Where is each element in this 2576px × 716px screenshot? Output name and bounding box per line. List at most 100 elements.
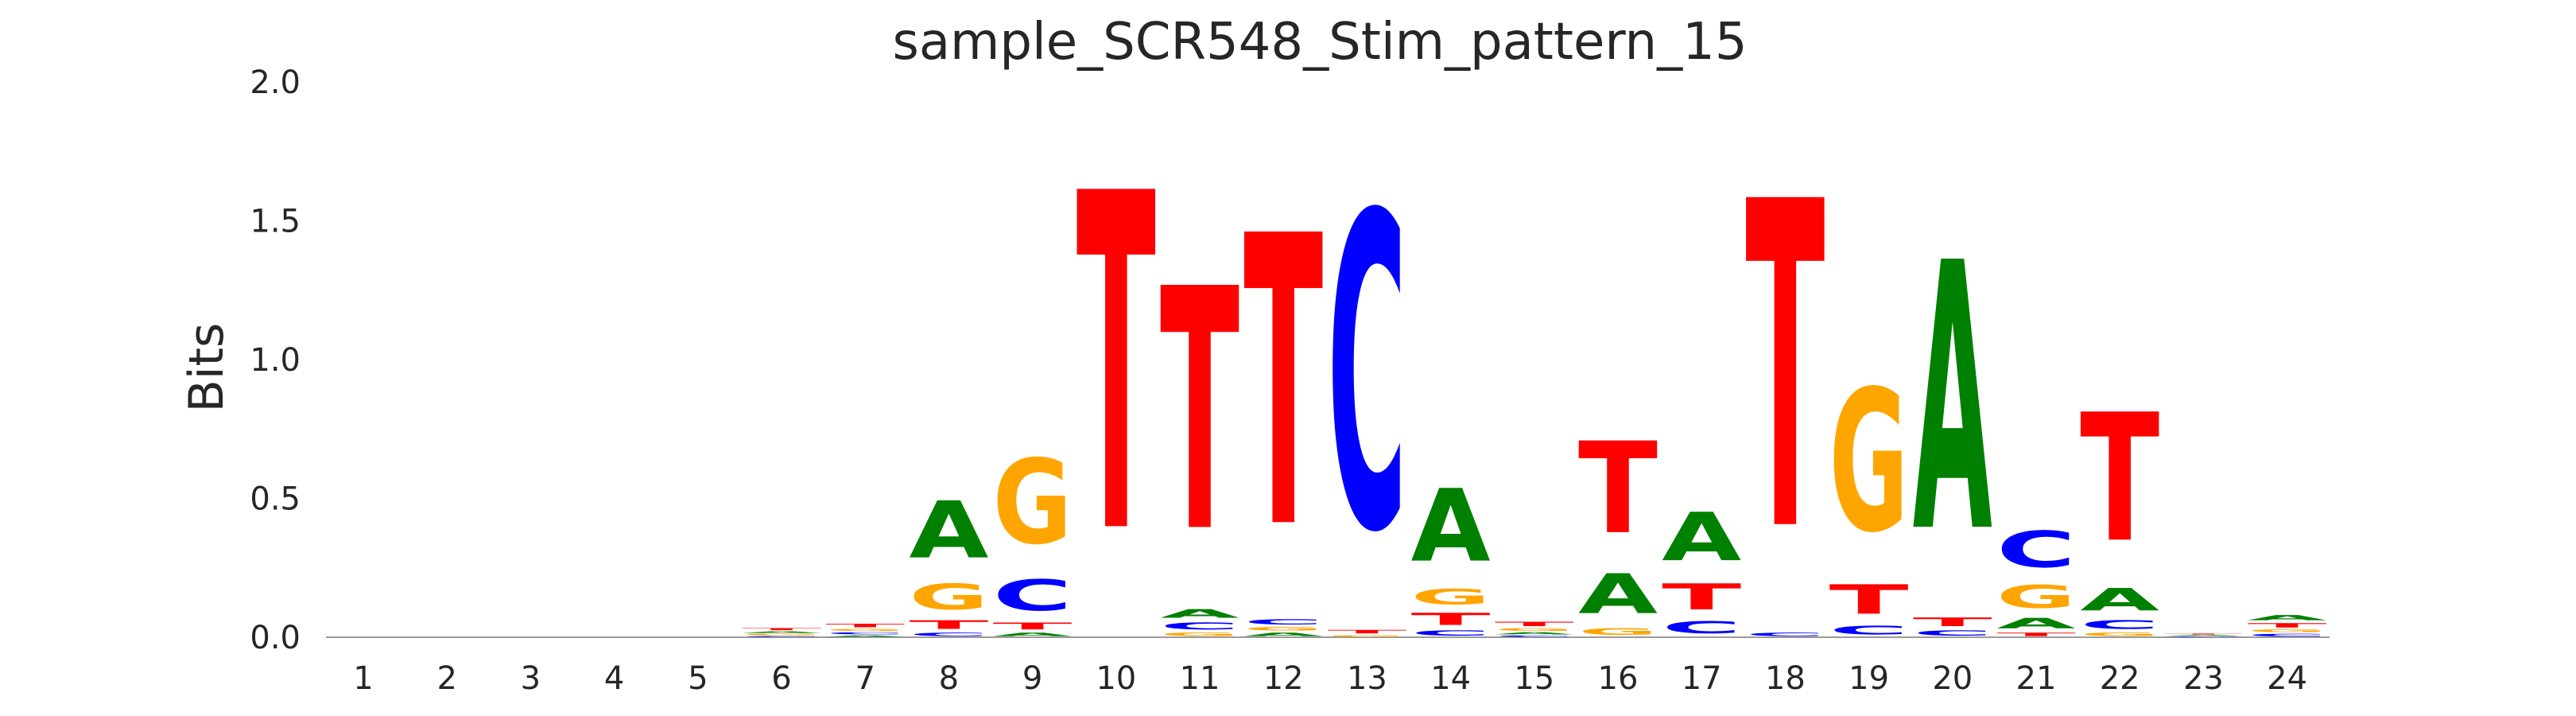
logo-letter-t: T bbox=[1411, 609, 1491, 628]
y-axis-label: Bits bbox=[179, 323, 235, 413]
logo-letter-a: A bbox=[1243, 632, 1323, 637]
x-tick-label: 23 bbox=[2183, 660, 2224, 697]
logo-letter-g: G bbox=[2248, 629, 2327, 633]
logo-letter-t: T bbox=[1913, 615, 1992, 628]
logo-letter-a: A bbox=[2080, 582, 2159, 617]
logo-letter-g: G bbox=[1996, 579, 2076, 615]
x-tick-label: 2 bbox=[436, 660, 456, 697]
x-tick-label: 13 bbox=[1347, 660, 1387, 697]
logo-letter-g: G bbox=[2080, 632, 2159, 637]
logo-letter-t: T bbox=[1327, 629, 1406, 635]
logo-letter-a: A bbox=[993, 632, 1073, 637]
logo-letter-c: C bbox=[2080, 618, 2159, 632]
logo-letter-c: C bbox=[1243, 618, 1323, 626]
logo-letter-t: T bbox=[1160, 219, 1240, 605]
logo-letter-t: T bbox=[2080, 377, 2159, 582]
logo-letter-c: C bbox=[1411, 629, 1491, 637]
x-tick-label: 20 bbox=[1932, 660, 1973, 697]
x-tick-label: 22 bbox=[2100, 660, 2140, 697]
logo-letter-g: G bbox=[909, 576, 988, 617]
logo-letter-c: C bbox=[2248, 633, 2327, 637]
x-tick-label: 6 bbox=[771, 660, 791, 697]
x-tick-label: 16 bbox=[1598, 660, 1639, 697]
x-tick-label: 1 bbox=[353, 660, 373, 697]
logo-letter-t: T bbox=[825, 623, 905, 628]
logo-letter-c: C bbox=[2163, 636, 2243, 637]
logo-letter-t: T bbox=[1662, 576, 1741, 617]
x-tick-label: 15 bbox=[1514, 660, 1554, 697]
x-tick-label: 19 bbox=[1849, 660, 1889, 697]
logo-letter-a: A bbox=[1662, 499, 1741, 577]
logo-letter-a: A bbox=[1913, 186, 1993, 614]
logo-letter-g: G bbox=[1829, 349, 1909, 576]
logo-letter-c: C bbox=[1495, 635, 1574, 637]
logo-letter-t: T bbox=[2248, 622, 2327, 629]
x-tick-label: 9 bbox=[1022, 660, 1042, 697]
logo-letter-t: T bbox=[1745, 109, 1825, 631]
logo-letter-a: A bbox=[825, 635, 905, 637]
logo-letter-a: A bbox=[2163, 635, 2243, 636]
x-tick-label: 18 bbox=[1765, 660, 1806, 697]
y-tick-label: 0.0 bbox=[250, 620, 301, 656]
logo-letter-c: C bbox=[993, 571, 1073, 621]
logo-letter-g: G bbox=[1578, 626, 1658, 637]
logo-letter-t: T bbox=[1829, 576, 1909, 623]
logo-letter-c: C bbox=[1662, 618, 1741, 637]
logo-letter-a: A bbox=[1996, 615, 2076, 632]
y-tick-label: 1.5 bbox=[250, 204, 301, 240]
logo-letter-g: G bbox=[993, 434, 1073, 570]
logo-letter-g: G bbox=[742, 633, 821, 636]
logo-letter-g: G bbox=[825, 628, 905, 632]
x-tick-label: 4 bbox=[604, 660, 624, 697]
chart-title: sample_SCR548_Stim_pattern_15 bbox=[892, 13, 1747, 72]
logo-letter-g: G bbox=[1411, 585, 1491, 609]
x-tick-label: 12 bbox=[1263, 660, 1304, 697]
logo-letter-g: G bbox=[1327, 635, 1406, 637]
y-tick-label: 1.0 bbox=[250, 342, 301, 379]
logo-letter-c: C bbox=[1327, 126, 1406, 628]
logo-letter-c: C bbox=[1745, 632, 1825, 637]
logo-letter-c: C bbox=[1913, 629, 1992, 637]
x-tick-label: 11 bbox=[1180, 660, 1220, 697]
logo-letter-g: G bbox=[1243, 626, 1323, 632]
x-tick-label: 14 bbox=[1430, 660, 1471, 697]
logo-letter-a: A bbox=[1160, 607, 1240, 621]
logo-letter-a: A bbox=[1411, 469, 1491, 585]
logo-letter-a: A bbox=[1495, 632, 1574, 635]
logo-letter-t: T bbox=[993, 621, 1073, 632]
logo-letter-a: A bbox=[2248, 613, 2327, 621]
logo-letter-c: C bbox=[1160, 621, 1240, 632]
logo-letter-a: A bbox=[909, 485, 988, 577]
logo-letter-c: C bbox=[909, 632, 988, 637]
logo-letter-g: G bbox=[1495, 628, 1574, 632]
logo-letter-t: T bbox=[909, 618, 988, 632]
logo-letter-t: T bbox=[1495, 621, 1574, 628]
logo-letter-t: T bbox=[1243, 153, 1324, 617]
logo-letter-c: C bbox=[1829, 624, 1909, 637]
x-axis-ticks: 1 2 3 4 5 6 7 8 9 10 11 12 13 14 15 16 17 18 19 20 21 22 23 24 bbox=[353, 660, 2307, 697]
x-tick-label: 21 bbox=[2016, 660, 2057, 697]
logo-letter-a: A bbox=[1578, 563, 1658, 627]
logo-letter-c: C bbox=[825, 632, 905, 635]
y-tick-label: 0.5 bbox=[250, 481, 301, 518]
logo-letter-t: T bbox=[2163, 633, 2243, 635]
logo-letter-c: C bbox=[742, 636, 821, 637]
x-tick-label: 17 bbox=[1682, 660, 1722, 697]
x-tick-label: 5 bbox=[688, 660, 708, 697]
logo-letter-t: T bbox=[1578, 416, 1658, 562]
logo-letter-g: G bbox=[1160, 632, 1240, 637]
x-tick-label: 8 bbox=[939, 660, 959, 697]
y-axis-ticks: 0.0 0.5 1.0 1.5 2.0 bbox=[250, 64, 301, 656]
logo-letter-t: T bbox=[1996, 632, 2076, 637]
logo-letter-t: T bbox=[1077, 97, 1157, 636]
x-tick-label: 3 bbox=[521, 660, 541, 697]
logo-letter-c: C bbox=[1996, 521, 2076, 579]
logo-letter-a: A bbox=[742, 631, 821, 633]
logo-letter-t: T bbox=[742, 628, 821, 631]
x-tick-label: 7 bbox=[855, 660, 875, 697]
x-tick-label: 24 bbox=[2267, 660, 2307, 697]
y-tick-label: 2.0 bbox=[250, 64, 301, 101]
x-tick-label: 10 bbox=[1096, 660, 1136, 697]
